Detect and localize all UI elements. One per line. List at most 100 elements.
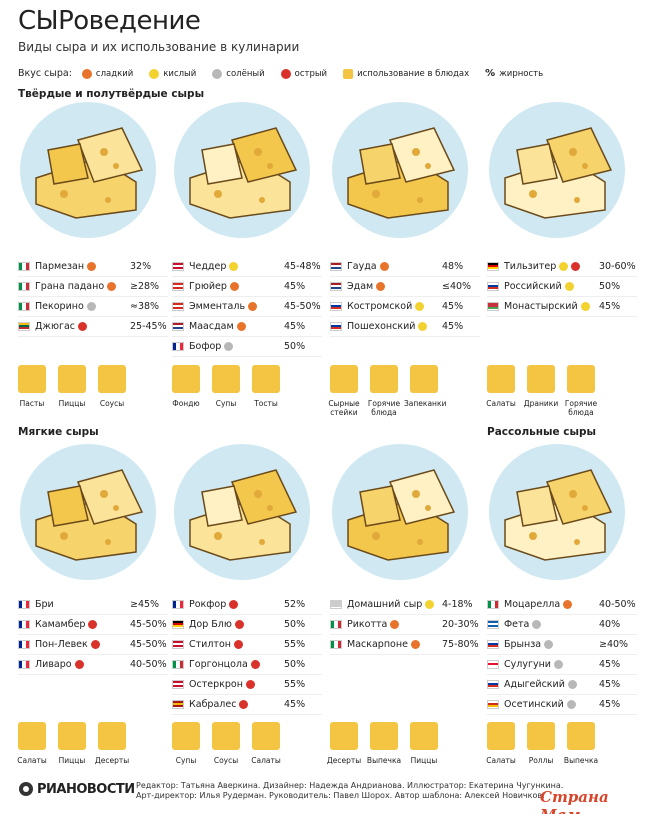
flag-stripe <box>179 600 183 608</box>
cheese-name: Горгонцола <box>189 658 248 670</box>
flag-stripe <box>173 324 183 328</box>
flag-stripe <box>334 640 338 648</box>
legend-text: использование в блюдах <box>357 68 470 79</box>
cheese-row: Брынза ≥40% <box>487 634 637 655</box>
taste-icon <box>553 659 563 669</box>
flag-stripe <box>488 662 498 666</box>
flag-stripe <box>488 304 498 308</box>
flag-stripe <box>173 304 183 308</box>
legend-item: кислый <box>149 68 196 79</box>
usage-icon <box>567 722 595 750</box>
flag-stripe <box>176 600 180 608</box>
flag <box>172 261 184 271</box>
usage-label: Десерты <box>94 756 130 765</box>
legend: Вкус сыра: сладкий кислый солёный острый исп… <box>18 68 553 79</box>
cheese-fat: 32% <box>130 260 152 272</box>
flag-stripe <box>173 267 183 270</box>
cheese-row: Чеддер 45-48% <box>172 256 322 277</box>
cheese-illustration <box>332 444 468 580</box>
flag <box>330 639 342 649</box>
flag-stripe <box>173 702 183 706</box>
flag-stripe <box>491 600 495 608</box>
taste-icon <box>236 321 246 331</box>
cheese-row: Домашний сыр 4-18% <box>330 594 480 615</box>
cheese-row: Пон-Левек 45-50% <box>18 634 168 655</box>
title: СЫРоведение <box>18 6 201 36</box>
flag-stripe <box>19 282 23 290</box>
cheese-fat: 55% <box>284 638 306 650</box>
taste-icon <box>418 321 428 331</box>
flag-stripe <box>22 620 26 628</box>
usage: Сырные стейки <box>324 365 364 417</box>
flag-stripe <box>331 282 341 285</box>
usage-label: Супы <box>215 399 237 408</box>
flag-stripe <box>173 342 177 350</box>
cheese-row: Российский 50% <box>487 276 637 297</box>
usage-icon <box>172 722 200 750</box>
flag <box>18 599 30 609</box>
flag <box>172 599 184 609</box>
usage-icon <box>410 722 438 750</box>
flag <box>330 619 342 629</box>
flag-stripe <box>22 302 26 310</box>
usage-icon <box>567 365 595 393</box>
usage: Пасты <box>12 365 52 408</box>
flag-stripe <box>494 600 498 608</box>
flag-stripe <box>331 307 341 310</box>
flag-stripe <box>173 262 183 265</box>
taste-icon <box>379 261 389 271</box>
flag-stripe <box>488 665 498 668</box>
cheese-name: Гауда <box>347 260 377 272</box>
usage-icon <box>58 365 86 393</box>
cheese-fat: 75-80% <box>442 638 479 650</box>
cheese-name: Стилтон <box>189 638 231 650</box>
cheese-name: Рокфор <box>189 598 227 610</box>
cheese-name: Фета <box>504 618 530 630</box>
taste-icon <box>376 281 386 291</box>
flag <box>172 281 184 291</box>
cheese-name: Джюгас <box>35 320 76 332</box>
flag-stripe <box>488 680 498 683</box>
flag-stripe <box>25 600 29 608</box>
flag <box>18 639 30 649</box>
flag-stripe <box>331 284 341 288</box>
flag-stripe <box>173 680 183 683</box>
usage: Салаты <box>481 722 521 765</box>
cheese-fat: 45% <box>599 698 621 710</box>
usage: Супы <box>166 722 206 765</box>
cheese-fat: 40-50% <box>130 658 167 670</box>
cheese-row: Костромской 45% <box>330 296 480 317</box>
taste-icon <box>74 659 84 669</box>
flag-stripe <box>488 622 498 626</box>
cheese-name: Чеддер <box>189 260 227 272</box>
legend-text: сладкий <box>95 68 134 79</box>
cheese-fat: 45% <box>599 678 621 690</box>
cheese-name: Монастырский <box>504 300 578 312</box>
flag-stripe <box>334 620 338 628</box>
cheese-row: Осетинский 45% <box>487 694 637 715</box>
cheese-fat: 45-48% <box>284 260 321 272</box>
cheese-illustration <box>489 444 625 580</box>
cheese-fat: 45-50% <box>130 618 167 630</box>
cheese-row: Пармезан 32% <box>18 256 168 277</box>
legend-icon <box>212 68 223 79</box>
usage-label: Выпечка <box>563 756 599 765</box>
usage: Десерты <box>324 722 364 765</box>
cheese-name: Бофор <box>189 340 222 352</box>
flag-stripe <box>488 640 498 643</box>
cheese-name: Остеркрон <box>189 678 243 690</box>
flag-stripe <box>25 660 29 668</box>
flag-stripe <box>488 702 498 706</box>
flag <box>487 639 499 649</box>
usage-icon <box>330 722 358 750</box>
cheese-row: Камамбер 45-50% <box>18 614 168 635</box>
legend-text: жирность <box>499 68 544 79</box>
flag-stripe <box>173 600 177 608</box>
cheese-fat: 45% <box>442 300 464 312</box>
legend-icon <box>343 68 354 79</box>
legend-text: острый <box>294 68 328 79</box>
flag <box>172 301 184 311</box>
legend-item: % жирность <box>485 68 543 79</box>
cheese-name: Пон-Левек <box>35 638 88 650</box>
usage-label: Тосты <box>254 399 278 408</box>
